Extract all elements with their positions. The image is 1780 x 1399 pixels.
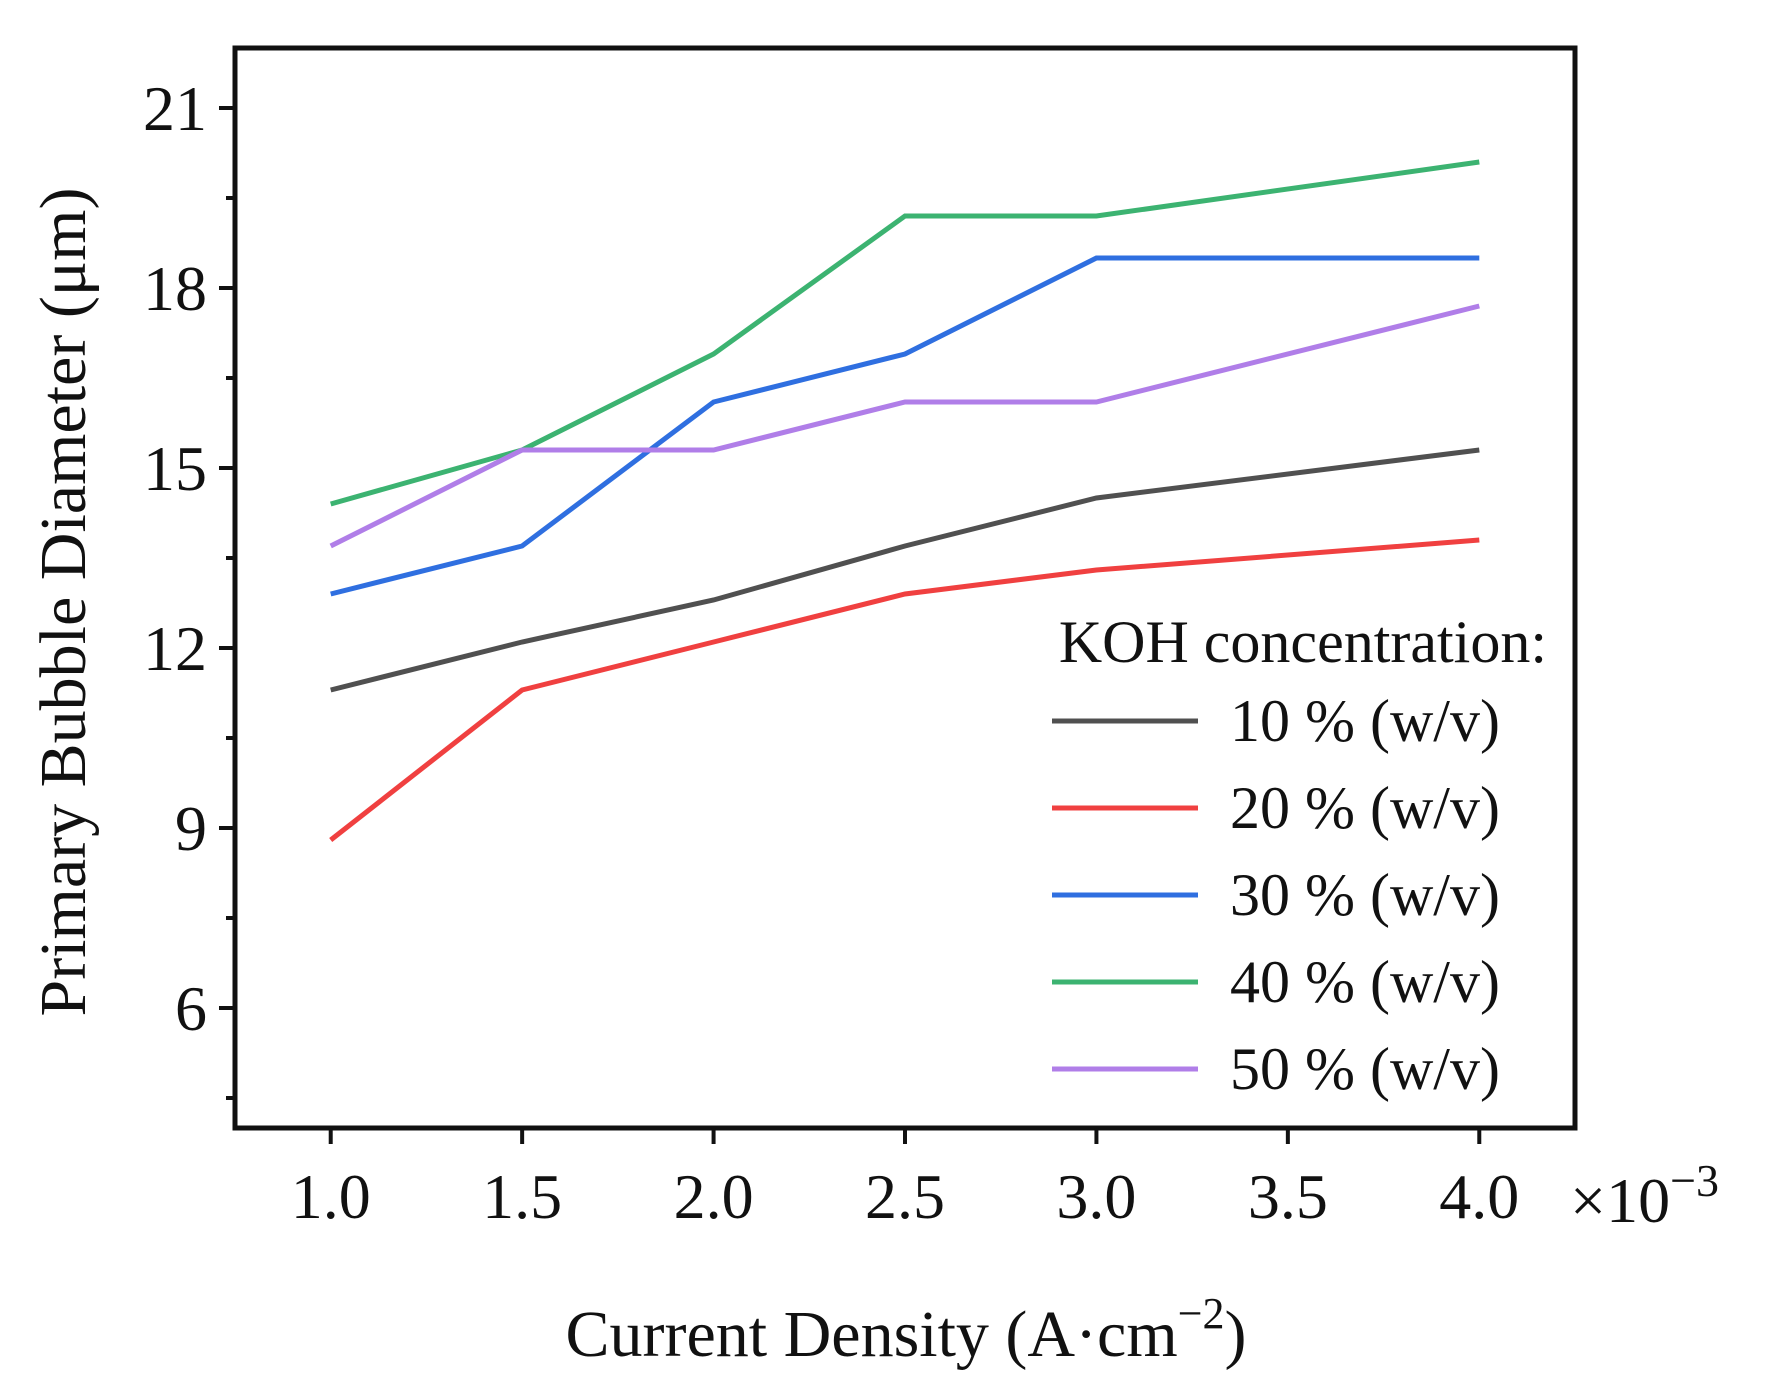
legend-title: KOH concentration: [1059,609,1547,675]
y-tick-label: 6 [175,973,207,1044]
x-axis-multiplier-base: ×10 [1570,1165,1670,1236]
series-line-1 [330,447,1480,693]
y-tick-label: 15 [143,433,207,504]
legend-label-1: 10 % (w/v) [1230,688,1500,754]
axis-ticks: 1.0 1.5 2.0 2.5 3.0 3.5 4.0 6 9 12 15 18 21 [143,73,1519,1232]
series-line-4 [330,159,1480,507]
legend-label-3: 30 % (w/v) [1230,862,1500,928]
x-tick-label: 3.0 [1056,1161,1136,1232]
legend: KOH concentration: 10 % (w/v) 20 % (w/v) 30… [1052,609,1547,1102]
y-tick-label: 21 [143,73,207,144]
x-axis-title: Current Density (A·cm−2) [566,1289,1247,1371]
y-tick-label: 12 [143,613,207,684]
y-tick-label: 18 [143,253,207,324]
series-line-3 [330,255,1480,597]
x-tick-label: 3.5 [1248,1161,1328,1232]
x-tick-label: 2.0 [674,1161,754,1232]
x-axis-title-main: Current Density (A·cm [566,1298,1178,1371]
legend-label-2: 20 % (w/v) [1230,775,1500,841]
y-tick-label: 9 [175,793,207,864]
x-tick-label: 1.0 [291,1161,371,1232]
x-tick-label: 1.5 [482,1161,562,1232]
legend-label-4: 40 % (w/v) [1230,949,1500,1015]
x-axis-multiplier-exponent: −3 [1670,1155,1719,1206]
series-line-5 [329,303,1480,549]
series-line-2 [329,537,1480,842]
series-layer [329,159,1480,842]
y-axis-title: Primary Bubble Diameter (μm) [27,188,100,1017]
legend-label-5: 50 % (w/v) [1230,1036,1500,1102]
x-axis-title-superscript: −2 [1178,1289,1225,1338]
x-axis-title-end: ) [1225,1298,1247,1371]
x-tick-label: 4.0 [1439,1161,1519,1232]
x-tick-label: 2.5 [865,1161,945,1232]
x-axis-multiplier: ×10−3 [1570,1155,1719,1236]
